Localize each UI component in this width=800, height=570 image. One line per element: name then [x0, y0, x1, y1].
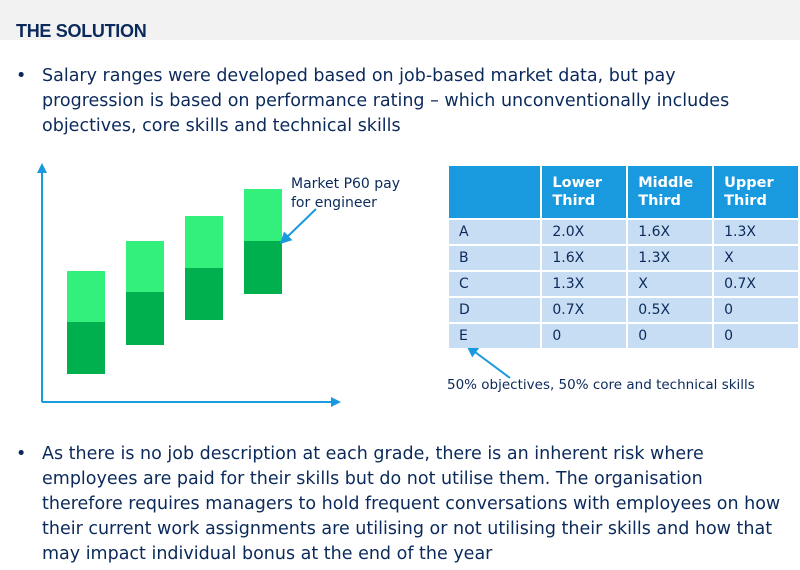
table-row: A 2.0X 1.6X 1.3X — [449, 220, 798, 244]
bullet-text-2: As there is no job description at each g… — [42, 444, 781, 564]
table-cell: 0.7X — [714, 272, 798, 296]
grade-range-bar-3 — [185, 216, 223, 320]
range-lower-segment — [67, 322, 105, 374]
range-lower-segment — [185, 268, 223, 320]
header-cell-upper-third: Upper Third — [714, 166, 798, 218]
market-p60-callout: Market P60 pay for engineer — [291, 176, 401, 211]
range-upper-segment — [126, 241, 164, 292]
table-row: B 1.6X 1.3X X — [449, 246, 798, 270]
grade-range-bar-1 — [67, 271, 105, 374]
row-label-a: A — [449, 220, 541, 244]
table-cell: 2.0X — [542, 220, 627, 244]
table-cell: X — [714, 246, 798, 270]
row-label-e: E — [449, 324, 541, 348]
bullet-point-1: • Salary ranges were developed based on … — [16, 64, 786, 144]
grade-range-bar-2 — [126, 241, 164, 345]
table-cell: 1.3X — [542, 272, 627, 296]
range-lower-segment — [244, 241, 282, 294]
table-cell: 1.3X — [628, 246, 713, 270]
header-cell-lower-third: Lower Third — [542, 166, 627, 218]
table-header-row: Lower Third Middle Third Upper Third — [449, 166, 798, 218]
range-lower-segment — [126, 292, 164, 345]
table-cell: 0.7X — [542, 298, 627, 322]
table-cell: 1.6X — [628, 220, 713, 244]
row-label-d: D — [449, 298, 541, 322]
table-row: C 1.3X X 0.7X — [449, 272, 798, 296]
row-label-b: B — [449, 246, 541, 270]
bullet-text-1: Salary ranges were developed based on jo… — [42, 66, 730, 136]
table-cell: 0 — [714, 298, 798, 322]
range-upper-segment — [244, 189, 282, 241]
table-cell: 1.3X — [714, 220, 798, 244]
page-title: THE SOLUTION — [16, 21, 147, 41]
table-cell: 1.6X — [542, 246, 627, 270]
grade-range-bar-4 — [244, 189, 282, 294]
pay-progression-table: Lower Third Middle Third Upper Third A 2… — [447, 164, 800, 350]
table-cell: 0.5X — [628, 298, 713, 322]
bullet-dot: • — [16, 444, 27, 464]
table-row: D 0.7X 0.5X 0 — [449, 298, 798, 322]
table-row: E 0 0 0 — [449, 324, 798, 348]
header-cell-middle-third: Middle Third — [628, 166, 713, 218]
header-cell-grade — [449, 166, 541, 218]
range-upper-segment — [67, 271, 105, 322]
title-band — [0, 0, 800, 40]
weighting-note: 50% objectives, 50% core and technical s… — [447, 377, 755, 393]
table-cell: 0 — [714, 324, 798, 348]
table-cell: X — [628, 272, 713, 296]
callout-arrow — [279, 208, 317, 245]
range-upper-segment — [185, 216, 223, 268]
note-arrow — [466, 345, 511, 379]
bullet-point-2: • As there is no job description at each… — [16, 442, 786, 564]
bullet-dot: • — [16, 66, 27, 86]
table-cell: 0 — [628, 324, 713, 348]
row-label-c: C — [449, 272, 541, 296]
table-cell: 0 — [542, 324, 627, 348]
